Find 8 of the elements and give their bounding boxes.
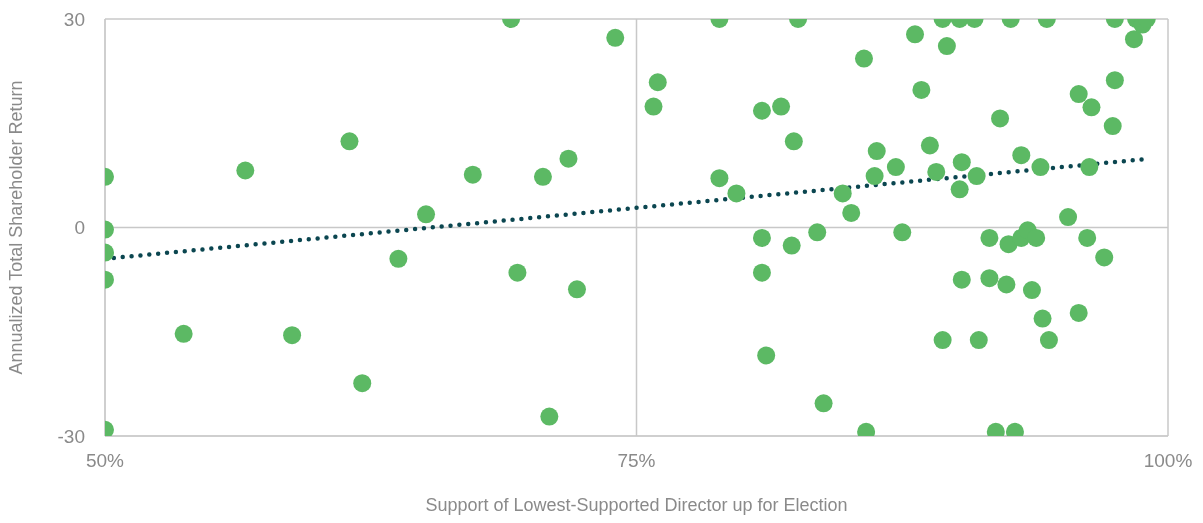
x-axis-title: Support of Lowest-Supported Director up for Election xyxy=(425,495,848,515)
x-tick-label: 75% xyxy=(617,450,656,472)
y-axis-title: Annualized Total Shareholder Return xyxy=(6,80,27,375)
y-tick-label: 0 xyxy=(74,217,85,239)
x-tick-label: 100% xyxy=(1143,450,1193,472)
y-tick-label: 30 xyxy=(63,8,85,30)
x-tick-label: 50% xyxy=(85,450,125,472)
y-tick-label: -30 xyxy=(57,425,85,447)
